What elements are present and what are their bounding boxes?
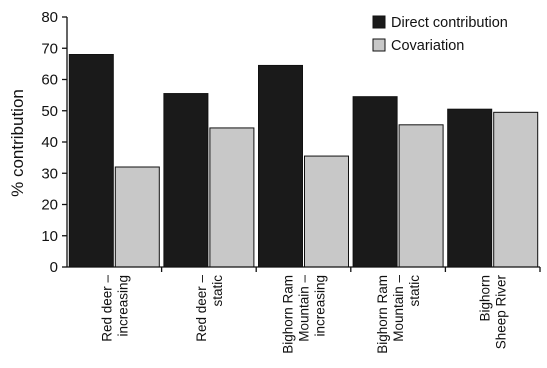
bar-covariation	[209, 127, 255, 268]
y-tick-label: 40	[41, 134, 58, 151]
category-label-line: Red deer –	[99, 275, 114, 342]
bar-covariation	[304, 155, 349, 268]
category-label-line: static	[210, 275, 225, 307]
y-tick-label: 60	[41, 72, 58, 89]
bar-direct	[352, 96, 398, 268]
category-label: Bighorn RamMountain –static	[375, 275, 422, 354]
category-label-line: static	[407, 275, 422, 307]
category-label-line: Bighorn Ram	[375, 275, 390, 354]
y-tick-label: 80	[41, 9, 58, 26]
legend-label: Direct contribution	[391, 15, 508, 31]
y-tick-label: 70	[41, 40, 58, 57]
legend-swatch	[372, 15, 386, 29]
category-label: BighornSheep River	[478, 275, 509, 350]
y-tick-label: 50	[41, 103, 58, 120]
category-label-line: Bighorn	[478, 275, 493, 322]
bar-direct	[447, 108, 493, 268]
category-label-line: increasing	[313, 275, 328, 337]
y-tick-label: 30	[41, 165, 58, 182]
category-label: Red deer –static	[194, 275, 225, 342]
category-label-line: increasing	[115, 275, 130, 337]
category-label: Bighorn RamMountain –increasing	[281, 275, 328, 354]
y-axis-title: % contribution	[8, 89, 27, 197]
bar-covariation	[493, 111, 539, 268]
category-label-line: Red deer –	[194, 275, 209, 342]
bar-covariation	[398, 124, 444, 268]
bars	[68, 54, 539, 268]
category-label: Red deer –increasing	[99, 275, 130, 342]
category-label-line: Mountain –	[391, 275, 406, 342]
legend-swatch	[372, 38, 386, 52]
bar-direct	[258, 64, 303, 268]
bar-covariation	[114, 166, 160, 268]
bar-direct	[68, 54, 114, 268]
y-tick-label: 20	[41, 197, 58, 214]
bar-direct	[163, 93, 209, 268]
y-tick-label: 0	[50, 259, 58, 276]
legend-label: Covariation	[391, 38, 464, 54]
y-ticks: 0 10 20 30 40 50 60 70 80	[41, 9, 67, 276]
category-label-line: Sheep River	[494, 275, 509, 350]
category-labels: Red deer –increasing Red deer –static Bigh…	[99, 275, 508, 354]
y-tick-label: 10	[41, 228, 58, 245]
category-label-line: Mountain –	[297, 275, 312, 342]
legend: Direct contribution Covariation	[372, 15, 508, 54]
category-label-line: Bighorn Ram	[281, 275, 296, 354]
x-ticks	[160, 267, 541, 272]
